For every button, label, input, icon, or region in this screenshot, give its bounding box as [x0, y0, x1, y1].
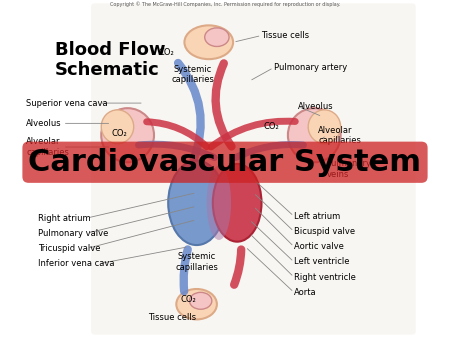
Ellipse shape: [308, 110, 341, 144]
Text: Alveolus: Alveolus: [26, 119, 62, 128]
Ellipse shape: [288, 108, 341, 162]
Text: Right ventricle: Right ventricle: [294, 273, 356, 282]
FancyArrowPatch shape: [234, 249, 241, 285]
Ellipse shape: [168, 161, 225, 245]
Ellipse shape: [101, 110, 134, 144]
Text: Aorta: Aorta: [294, 288, 317, 297]
Text: Bicuspid valve: Bicuspid valve: [294, 227, 355, 236]
FancyArrowPatch shape: [178, 63, 201, 160]
Text: Aortic valve: Aortic valve: [294, 242, 344, 251]
Text: Left ventricle: Left ventricle: [294, 258, 350, 266]
FancyArrowPatch shape: [236, 145, 303, 158]
Text: Inferior vena cava: Inferior vena cava: [38, 259, 115, 268]
Ellipse shape: [101, 108, 154, 162]
FancyBboxPatch shape: [91, 3, 416, 335]
Text: Cardiovascular System: Cardiovascular System: [28, 148, 422, 177]
FancyArrowPatch shape: [211, 121, 295, 147]
Text: Systemic
capillaries: Systemic capillaries: [175, 252, 218, 272]
Text: Systemic
capillaries: Systemic capillaries: [171, 65, 214, 84]
Text: CO₂: CO₂: [112, 129, 127, 138]
Text: Tricuspid valve: Tricuspid valve: [38, 244, 101, 253]
Text: Tissue cells: Tissue cells: [261, 31, 310, 40]
Ellipse shape: [189, 292, 212, 309]
Text: CO₂: CO₂: [158, 48, 174, 57]
Text: CO₂: CO₂: [264, 122, 279, 131]
Text: Superior vena cava: Superior vena cava: [26, 99, 108, 107]
Ellipse shape: [184, 25, 233, 59]
Text: Tissue cells: Tissue cells: [148, 313, 196, 322]
FancyArrowPatch shape: [184, 249, 188, 291]
Text: Pulmonary valve: Pulmonary valve: [38, 229, 109, 238]
Ellipse shape: [207, 166, 231, 240]
Ellipse shape: [213, 164, 261, 242]
Text: Pulmonary artery: Pulmonary artery: [274, 63, 347, 72]
Ellipse shape: [176, 289, 217, 319]
Text: Alveolus: Alveolus: [298, 102, 333, 111]
Text: Alveolar
capillaries: Alveolar capillaries: [26, 137, 69, 157]
FancyArrowPatch shape: [147, 122, 207, 147]
FancyArrowPatch shape: [139, 144, 214, 158]
Text: Copyright © The McGraw-Hill Companies, Inc. Permission required for reproduction: Copyright © The McGraw-Hill Companies, I…: [110, 2, 340, 7]
Text: Pulmonary
veins: Pulmonary veins: [326, 159, 371, 179]
FancyArrowPatch shape: [216, 63, 231, 146]
Text: Right atrium: Right atrium: [38, 214, 91, 222]
Ellipse shape: [205, 28, 229, 47]
Text: Left atrium: Left atrium: [294, 212, 340, 221]
Text: Blood Flow
Schematic: Blood Flow Schematic: [54, 41, 165, 79]
Text: CO₂: CO₂: [180, 295, 196, 304]
Text: Alveolar
capillaries: Alveolar capillaries: [318, 125, 361, 145]
